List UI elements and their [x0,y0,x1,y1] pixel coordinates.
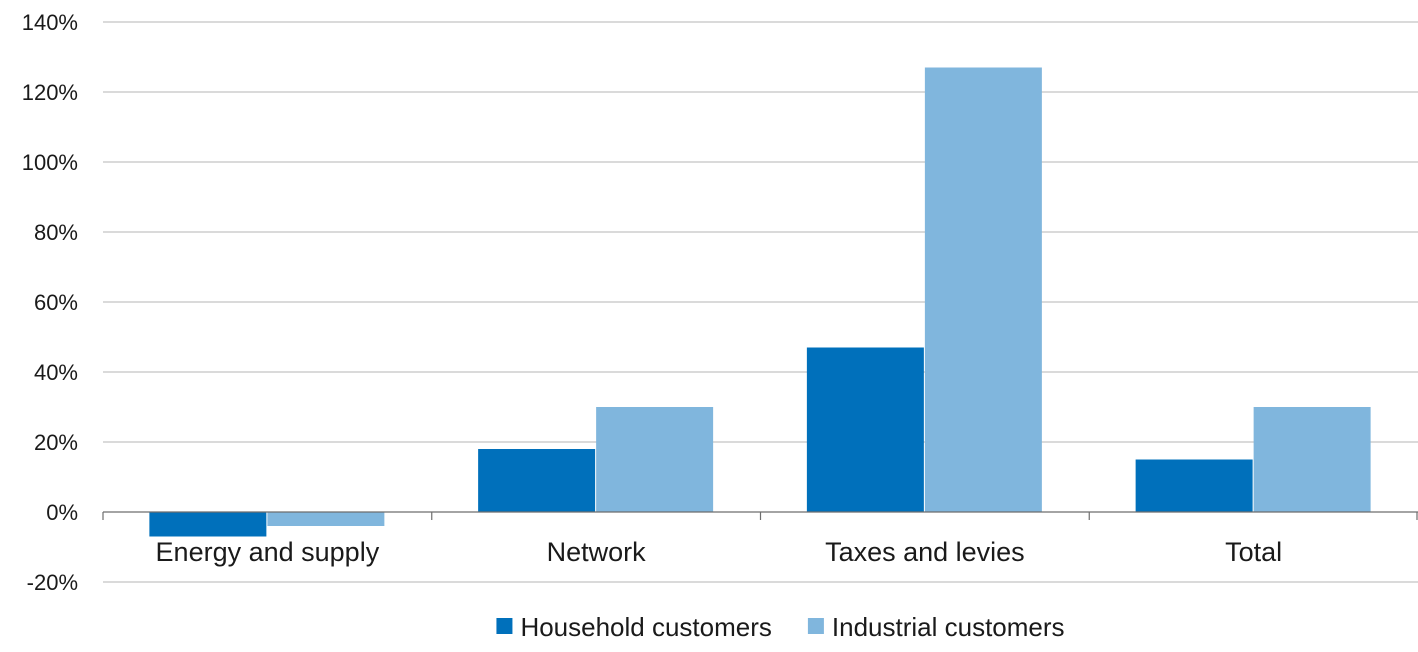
bar [806,347,924,512]
legend-swatch [807,618,824,634]
bar [478,449,596,512]
bar [149,512,267,537]
y-tick-label: 40% [34,360,78,385]
grid-layer [103,21,1418,583]
y-tick-label: 80% [34,220,78,245]
legend: Household customers Industrial customers [496,612,1065,642]
bar [1135,459,1253,512]
bar [1253,407,1371,512]
bar [596,407,714,512]
y-tick-label: 60% [34,290,78,315]
bar [267,512,385,526]
bar-layer [149,67,1371,537]
y-tick-label: 120% [22,80,78,105]
bar [924,67,1042,512]
y-tick-label: 140% [22,10,78,35]
legend-swatch [496,618,513,634]
axis-layer [102,511,1418,520]
x-tick-label: Network [547,537,647,567]
x-tick-label: Taxes and levies [825,537,1025,567]
y-tick-label: 20% [34,430,78,455]
x-tick-label: Total [1225,537,1282,567]
legend-label: Household customers [520,612,771,642]
label-layer: -20% 0% 20% 40% 60% 80% 100% 120% 140% Energy and… [22,10,1282,595]
legend-label: Industrial customers [832,612,1065,642]
y-tick-label: 0% [46,500,78,525]
x-tick-label: Energy and supply [156,537,380,567]
y-tick-label: -20% [27,570,78,595]
y-tick-label: 100% [22,150,78,175]
